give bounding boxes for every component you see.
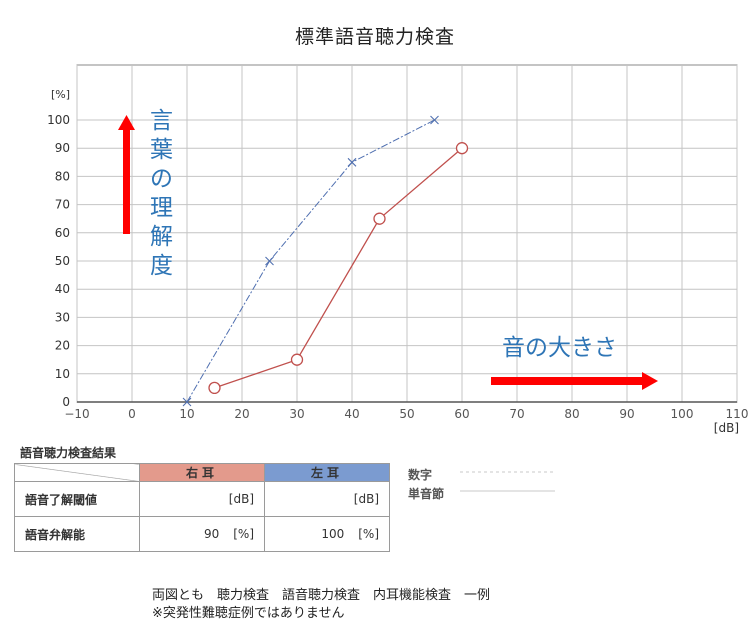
- y-tick-label: 50: [55, 254, 70, 268]
- cross-stroke: [265, 256, 274, 266]
- cross-stroke: [182, 397, 192, 407]
- discrimination-left-value: 100: [321, 527, 345, 541]
- footer-line-1: 両図とも 聴力検査 語音聴力検査 内耳機能検査 一例: [152, 588, 491, 603]
- y-arrow-text-char: 解: [150, 224, 173, 250]
- y-tick-label: 90: [55, 141, 70, 155]
- discrimination-right-value: 90: [203, 527, 220, 541]
- series-line-right: [214, 147, 463, 389]
- discrimination-left-cell: 100 [%]: [264, 516, 390, 552]
- y-arrow-text-char: 理: [150, 195, 173, 221]
- y-tick-label: 60: [55, 226, 70, 240]
- results-header-row: 右耳 左耳: [14, 463, 390, 482]
- table-row: 語音弁解能 90 [%] 100 [%]: [14, 516, 390, 552]
- x-tick-label: 80: [564, 407, 579, 421]
- srt-right-value: [dB]: [139, 481, 265, 517]
- x-tick-label: 70: [509, 407, 524, 421]
- y-tick-label: 0: [62, 395, 70, 409]
- legend-digits: 数字: [408, 466, 432, 483]
- data-point-left: [182, 397, 192, 407]
- y-arrow-text-char: 言: [150, 108, 173, 134]
- y-tick-label: 20: [55, 339, 70, 353]
- x-tick-label: 110: [726, 407, 749, 421]
- y-arrow-head: [118, 115, 135, 130]
- grid: [76, 64, 738, 403]
- x-tick-label: 90: [619, 407, 634, 421]
- y-tick-label: 70: [55, 198, 70, 212]
- data-point-right: [373, 212, 386, 225]
- x-arrow-head: [642, 372, 658, 390]
- y-arrow-text-char: 度: [150, 253, 173, 279]
- srt-label: 語音了解閾値: [14, 481, 140, 517]
- x-tick-label: 30: [289, 407, 304, 421]
- y-tick-label: 100: [47, 113, 70, 127]
- series-markers: [182, 115, 469, 407]
- x-tick-label: 0: [128, 407, 136, 421]
- data-point-right: [290, 353, 304, 366]
- left-ear-header: 左耳: [264, 463, 390, 482]
- series-lines: [186, 119, 463, 403]
- table-corner: [14, 463, 140, 482]
- y-tick-label: 30: [55, 310, 70, 324]
- legend-syllable-label: 単音節: [408, 487, 445, 501]
- cross-stroke: [430, 115, 439, 125]
- footer-line-2: ※突発性難聴症例ではありません: [152, 606, 345, 621]
- x-tick-label: 100: [671, 407, 694, 421]
- x-arrow-text: 音の大きさ: [502, 335, 617, 361]
- srt-left-value: [dB]: [264, 481, 390, 517]
- y-axis-label: [%]: [51, 88, 70, 101]
- data-point-right: [455, 142, 469, 155]
- results-table: 右耳 左耳 語音了解閾値 [dB] [dB] 語音弁解能 90 [%] 100 [%…: [14, 463, 390, 552]
- cross-stroke: [347, 157, 357, 167]
- x-axis-label: [dB]: [714, 421, 739, 435]
- x-tick-label: 20: [234, 407, 249, 421]
- results-heading: 語音聴力検査結果: [20, 446, 117, 460]
- tick-labels: −10 0 10 20 30 40 50 60 70 80 90 100 110010203040506…: [47, 88, 748, 435]
- discrimination-right-cell: 90 [%]: [139, 516, 265, 552]
- data-point-left: [347, 157, 357, 167]
- data-point-left: [430, 115, 439, 125]
- discrimination-right-unit: [%]: [233, 527, 254, 541]
- y-tick-label: 40: [55, 282, 70, 296]
- y-arrow-text-char: の: [150, 166, 173, 192]
- data-point-left: [265, 256, 274, 266]
- y-tick-label: 10: [55, 367, 70, 381]
- discrimination-left-unit: [%]: [358, 527, 379, 541]
- y-arrow-shaft: [123, 128, 130, 234]
- x-tick-label: 60: [454, 407, 469, 421]
- data-point-right: [208, 381, 221, 395]
- speech-audiogram-chart: −10 0 10 20 30 40 50 60 70 80 90 100 110010203040506…: [47, 64, 748, 435]
- legend-digits-label: 数字: [408, 468, 433, 482]
- discrimination-label: 語音弁解能: [14, 516, 140, 552]
- y-tick-label: 80: [55, 169, 70, 183]
- x-tick-label: 50: [399, 407, 414, 421]
- series-line-left: [186, 119, 435, 403]
- x-tick-label: −10: [64, 407, 89, 421]
- right-ear-header: 右耳: [139, 463, 265, 482]
- y-arrow-text-char: 葉: [150, 137, 173, 163]
- x-tick-label: 10: [179, 407, 194, 421]
- legend-swatches: [460, 471, 555, 492]
- table-row: 語音了解閾値 [dB] [dB]: [14, 481, 390, 517]
- legend-syllable: 単音節: [408, 485, 444, 502]
- x-arrow-shaft: [491, 377, 643, 385]
- chart-title: 標準語音聴力検査: [294, 26, 455, 48]
- x-tick-label: 40: [344, 407, 359, 421]
